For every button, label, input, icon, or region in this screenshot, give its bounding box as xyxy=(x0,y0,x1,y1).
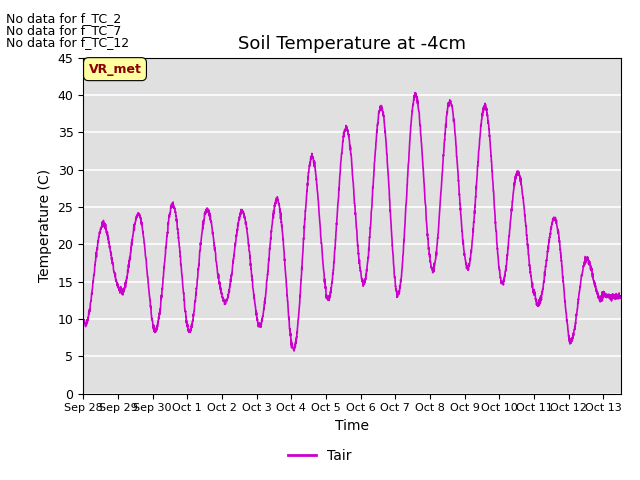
X-axis label: Time: Time xyxy=(335,419,369,433)
Text: No data for f_TC_2: No data for f_TC_2 xyxy=(6,12,122,25)
Text: No data for f_TC_12: No data for f_TC_12 xyxy=(6,36,129,49)
Legend: Tair: Tair xyxy=(283,443,357,468)
Text: VR_met: VR_met xyxy=(88,63,141,76)
Text: No data for f_TC_7: No data for f_TC_7 xyxy=(6,24,122,37)
Title: Soil Temperature at -4cm: Soil Temperature at -4cm xyxy=(238,35,466,53)
Y-axis label: Temperature (C): Temperature (C) xyxy=(38,169,52,282)
